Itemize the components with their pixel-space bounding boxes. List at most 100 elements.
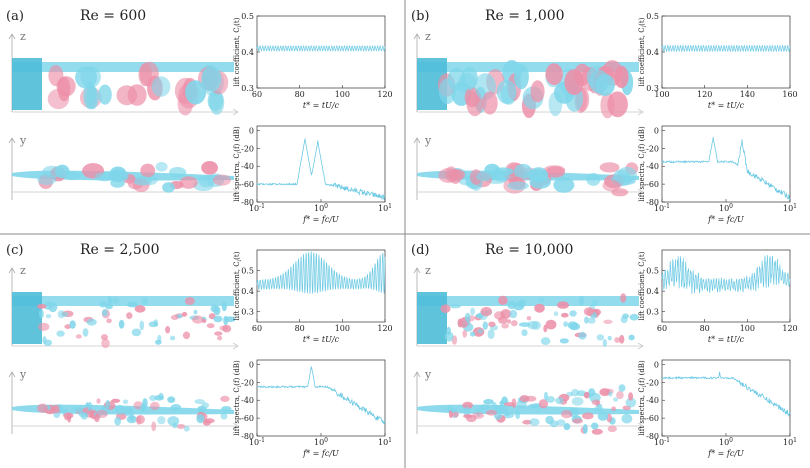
time-xtick-label: 80 [700,324,710,333]
spectrum-xtick-label: 10-1 [654,203,670,213]
vortex-structure [221,406,232,412]
vortex-structure [543,324,548,333]
vortex-structure [67,413,72,423]
vortex-structure [548,91,563,117]
vortex-structure [529,175,551,189]
vortex-structure [491,401,497,410]
vortex-structure [104,303,113,310]
vortex-structure [563,423,571,431]
streamwise-arrowhead [637,188,644,196]
vortex-structure [625,397,637,408]
vortex-structure [603,319,613,324]
vortex-structure [599,162,620,173]
vortex-structure [440,304,451,314]
vortex-structure [492,167,514,176]
reynolds-number-label: Re = 2,500 [80,242,160,258]
vortex-structure [513,301,525,311]
vortex-structure [545,63,563,86]
time-xlabel: t* = tU/c [303,101,340,110]
panel-label: (c) [6,243,23,258]
streamwise-arrowhead [637,342,644,350]
vortex-structure [48,65,64,87]
vortex-structure [557,301,569,309]
vortex-structure [526,316,532,321]
time-xtick-label: 120 [377,324,392,333]
vortex-structure [96,409,108,419]
time-ylabel: lift coefficient, Cl(t) [638,251,648,320]
vortex-structure [564,69,584,95]
time-xtick-label: 60 [252,324,262,333]
vortex-structure [614,337,620,343]
vortex-structure [449,170,462,184]
spectrum-xlabel: f* = fc/U [302,215,339,224]
vortex-structure [578,295,585,306]
charts: lift coefficient, Cl(t) 100 120 140 160 0.3 0.… [638,12,798,224]
vortex-structure [596,334,605,341]
vortex-structure [176,424,186,429]
z-axis-letter: z [20,30,26,43]
vortex-structure [201,66,222,92]
vortex-structure [179,176,198,189]
vortex-structure [578,331,587,340]
leading-edge-block [417,292,447,344]
time-ytick-label: 0.4 [241,48,254,57]
time-ytick-label: 0.4 [646,48,659,57]
vortex-structure [482,321,488,330]
spectrum-xtick-label: 10-1 [654,437,670,447]
vortex-structure [167,396,176,404]
vortex-structure [196,414,205,424]
vortex-structure [38,322,50,331]
vortex-structure [553,311,559,317]
time-ytick-label: 0.5 [241,267,254,276]
vortex-structure [600,92,615,119]
time-ytick-label: 0.5 [646,12,659,21]
vortex-structure [485,409,497,416]
spectrum-ytick-label: -60 [241,180,254,189]
time-xtick-label: 120 [697,90,712,99]
vortex-structure [521,329,528,337]
vortex-structure [616,391,624,400]
spectrum-ytick-label: -80 [241,432,254,441]
vortex-structure [591,422,599,430]
lift-time-series-line [661,255,791,295]
vortex-structure [538,399,549,409]
vortex-structure [459,319,468,329]
vortex-structure [183,425,190,432]
vortex-structure [212,174,232,186]
spectrum-xtick-label: 100 [719,203,733,213]
spectrum-ytick-label: -40 [241,162,254,171]
spectrum-ytick-label: -20 [241,378,254,387]
spectrum-ytick-label: 0 [654,126,659,135]
vortex-structure [530,80,545,103]
vortex-structure [221,301,227,312]
axis-arrowhead [8,267,16,274]
vortex-structure [151,76,171,97]
vortex-structure [157,334,162,342]
vortex-structure [463,414,473,419]
vortex-structure [37,403,48,413]
vortex-structure [611,406,617,412]
streamwise-arrowhead [637,108,644,116]
vortex-structure [482,91,498,115]
spectrum-xtick-label: 101 [783,437,797,447]
panel-b: (b) Re = 1,000 z y lift coefficient, Cl(t) 10… [411,8,798,224]
vortex-structure [628,334,635,341]
spectrum-ytick-label: -80 [646,198,659,207]
vortex-structure [488,321,496,328]
vortex-structure [219,325,229,331]
vortex-structure [537,298,545,303]
vortex-structure [480,306,492,317]
vortex-structure [52,404,60,412]
vortex-structure [588,70,610,94]
panel-d: (d) Re = 10,000 z y lift coefficient, Cl(t) 6… [411,242,798,458]
time-xlabel: t* = tU/c [708,101,745,110]
vortex-structure [621,413,633,424]
vortex-structure [139,320,145,331]
vortex-structure [118,319,125,329]
vortex-structure [583,307,595,316]
vortex-structure [96,398,101,404]
vortex-structure [213,315,223,323]
reynolds-number-label: Re = 10,000 [485,242,573,258]
vortex-structure [503,402,516,407]
vortex-structure [531,320,541,330]
